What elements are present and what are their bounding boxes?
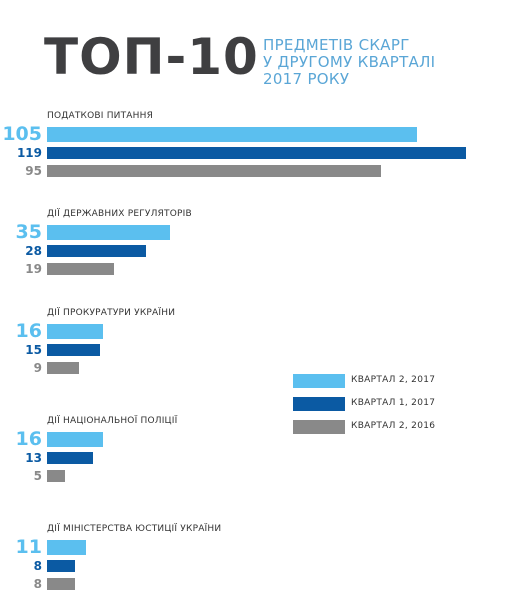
data-label: 8 [33,558,42,573]
legend-swatch [293,420,345,434]
subtitle-line-2: У ДРУГОМУ КВАРТАЛІ [263,53,436,71]
bar [47,560,75,572]
category-label: ДІЇ ДЕРЖАВНИХ РЕГУЛЯТОРІВ [47,209,192,219]
data-label: 9 [33,360,42,375]
bar [47,165,381,177]
data-label: 105 [2,122,42,145]
page-subtitle: ПРЕДМЕТІВ СКАРГ У ДРУГОМУ КВАРТАЛІ 2017 … [263,37,503,88]
bar [47,225,170,240]
data-label: 16 [15,319,42,342]
bar [47,432,103,447]
data-label: 11 [15,535,42,558]
legend-label: КВАРТАЛ 1, 2017 [351,398,436,408]
subtitle-line-3: 2017 РОКУ [263,70,350,88]
bar [47,127,417,142]
data-label: 19 [25,261,42,276]
legend-label: КВАРТАЛ 2, 2017 [351,375,436,385]
category-label: ПОДАТКОВІ ПИТАННЯ [47,111,154,121]
bar [47,263,114,275]
bar [47,245,146,257]
subtitle-line-1: ПРЕДМЕТІВ СКАРГ [263,36,410,54]
data-label: 119 [16,145,42,160]
data-label: 13 [25,450,42,465]
bar [47,147,466,159]
bar [47,324,103,339]
legend-swatch [293,374,345,388]
data-label: 16 [15,427,42,450]
bar [47,578,75,590]
category-label: ДІЇ НАЦІОНАЛЬНОЇ ПОЛІЦІЇ [47,416,178,426]
data-label: 35 [15,220,42,243]
category-label: ДІЇ ПРОКУРАТУРИ УКРАЇНИ [47,308,176,318]
page-title: ТОП-10 [44,28,259,86]
bar [47,470,65,482]
data-label: 15 [25,342,42,357]
data-label: 28 [25,243,42,258]
bar [47,540,86,555]
bar [47,452,93,464]
data-label: 8 [33,576,42,591]
data-label: 95 [25,163,42,178]
bar [47,362,79,374]
legend-swatch [293,397,345,411]
header: ТОП-10 ПРЕДМЕТІВ СКАРГ У ДРУГОМУ КВАРТАЛ… [0,0,505,110]
bar [47,344,100,356]
legend-label: КВАРТАЛ 2, 2016 [351,421,436,431]
data-label: 5 [33,468,42,483]
category-label: ДІЇ МІНІСТЕРСТВА ЮСТИЦІЇ УКРАЇНИ [47,524,222,534]
